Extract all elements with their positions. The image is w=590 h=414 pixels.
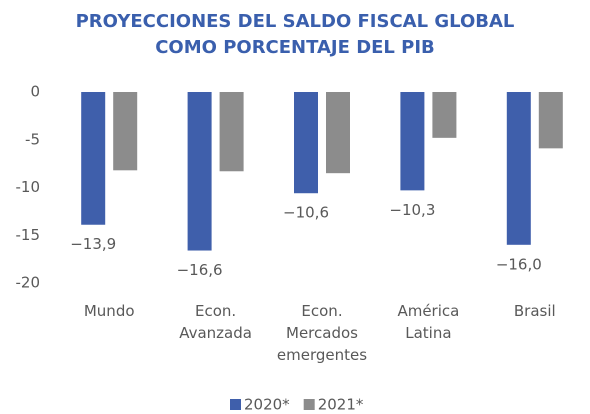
y-tick-label: -20 bbox=[16, 274, 41, 292]
value-label: −16,6 bbox=[177, 261, 223, 279]
y-tick-label: -5 bbox=[25, 130, 40, 148]
bar bbox=[219, 92, 244, 172]
y-tick-label: -15 bbox=[16, 226, 41, 244]
legend-label: 2020* bbox=[244, 396, 290, 414]
x-tick-label: Econ. Avanzada bbox=[179, 302, 252, 342]
bar bbox=[326, 92, 350, 174]
y-tick-label: -10 bbox=[16, 178, 41, 196]
legend-swatch bbox=[303, 399, 315, 410]
chart-title: COMO PORCENTAJE DEL PIB bbox=[155, 37, 435, 58]
bar bbox=[187, 92, 212, 251]
value-label: −10,6 bbox=[283, 204, 329, 222]
legend-label: 2021* bbox=[318, 396, 364, 414]
value-label: −13,9 bbox=[70, 235, 116, 253]
bar bbox=[400, 92, 425, 191]
bar bbox=[538, 92, 563, 149]
value-label: −10,3 bbox=[389, 201, 435, 219]
bar bbox=[294, 92, 318, 194]
x-tick-label: Econ. Mercados emergentes bbox=[277, 302, 367, 364]
x-tick-label: América Latina bbox=[397, 302, 459, 342]
bar bbox=[432, 92, 457, 138]
bar bbox=[81, 92, 106, 225]
chart-title: PROYECCIONES DEL SALDO FISCAL GLOBAL bbox=[76, 11, 515, 32]
value-label: −16,0 bbox=[496, 255, 542, 273]
legend-swatch bbox=[230, 399, 241, 410]
y-tick-label: 0 bbox=[30, 83, 40, 101]
bar bbox=[113, 92, 138, 171]
x-tick-label: Mundo bbox=[84, 302, 135, 320]
x-tick-label: Brasil bbox=[514, 302, 556, 320]
bar bbox=[506, 92, 531, 245]
